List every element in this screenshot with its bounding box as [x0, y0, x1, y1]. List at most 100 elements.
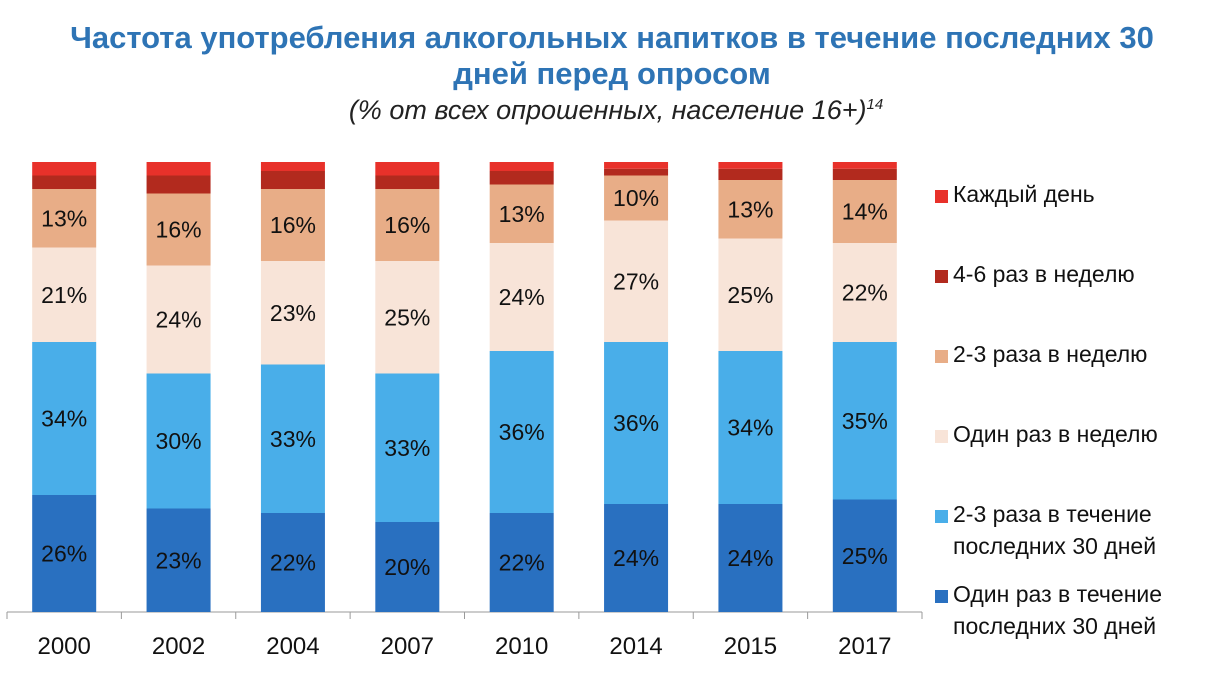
bar-segment — [604, 504, 669, 612]
subtitle-text: (% от всех опрошенных, население 16+) — [348, 95, 867, 125]
bar-segment — [375, 189, 440, 261]
bar-segment — [375, 373, 440, 522]
legend-label: Один раз в неделю — [953, 421, 1158, 447]
bar-segment — [32, 189, 97, 248]
bar-segment — [375, 162, 440, 176]
legend-swatch — [935, 270, 948, 283]
legend-swatch — [935, 510, 948, 523]
bar-segment — [146, 175, 211, 194]
x-tick-label: 2000 — [37, 633, 90, 660]
legend-label: 4-6 раз в неделю — [953, 261, 1135, 287]
data-label: 34% — [727, 415, 773, 441]
bar-segment — [146, 162, 211, 176]
x-tick-label: 2007 — [381, 633, 434, 660]
bar-segment — [718, 162, 783, 169]
data-label: 24% — [613, 545, 659, 571]
bar-segment — [489, 184, 554, 243]
bar-segment — [32, 175, 97, 189]
bar-segment — [718, 351, 783, 504]
bar-segment — [832, 168, 897, 180]
chart-subtitle: (% от всех опрошенных, население 16+)14 — [0, 95, 1224, 126]
legend-label: 2-3 раза в течение последних 30 дней — [953, 501, 1157, 559]
bar-segment — [832, 499, 897, 612]
bar-segment — [832, 162, 897, 169]
bar-segment — [604, 220, 669, 342]
legend-swatch — [935, 590, 948, 603]
bar-segment — [489, 162, 554, 171]
bar-segment — [604, 168, 669, 176]
legend-label: Каждый день — [953, 181, 1095, 207]
data-label: 21% — [41, 282, 87, 308]
x-tick-label: 2004 — [266, 633, 319, 660]
legend-swatch — [935, 430, 948, 443]
bar-segment — [604, 175, 669, 221]
title-block: Частота употребления алкогольных напитко… — [0, 20, 1224, 126]
data-label: 22% — [270, 550, 316, 576]
data-label: 22% — [499, 550, 545, 576]
data-label: 13% — [41, 205, 87, 231]
bar-segment — [146, 265, 211, 374]
bar-segment — [260, 364, 325, 513]
data-label: 23% — [270, 300, 316, 326]
subtitle-footnote: 14 — [866, 96, 884, 113]
data-label: 36% — [613, 410, 659, 436]
data-label: 20% — [384, 554, 430, 580]
data-label: 25% — [842, 543, 888, 569]
bar-segment — [489, 513, 554, 612]
data-label: 24% — [727, 545, 773, 571]
data-label: 30% — [156, 428, 202, 454]
data-label: 13% — [499, 201, 545, 227]
data-label: 23% — [156, 547, 202, 573]
bar-segment — [260, 261, 325, 365]
bar-segment — [718, 168, 783, 180]
data-label: 24% — [499, 284, 545, 310]
legend-label: Один раз в течение последних 30 дней — [953, 581, 1163, 639]
bar-segment — [718, 180, 783, 239]
bar-segment — [146, 508, 211, 612]
chart-title: Частота употребления алкогольных напитко… — [70, 20, 1154, 91]
data-label: 25% — [727, 282, 773, 308]
bar-segment — [260, 171, 325, 189]
bar-segment — [375, 261, 440, 374]
legend-swatch — [935, 190, 948, 203]
x-tick-label: 2010 — [495, 633, 548, 660]
x-tick-label: 2002 — [152, 633, 205, 660]
bar-segment — [32, 495, 97, 612]
legend-swatch — [935, 350, 948, 363]
data-label: 24% — [156, 307, 202, 333]
data-label: 25% — [384, 304, 430, 330]
x-tick-label: 2017 — [838, 633, 891, 660]
bar-segment — [832, 243, 897, 342]
bar-segment — [260, 162, 325, 171]
data-label: 22% — [842, 280, 888, 306]
bar-segment — [32, 247, 97, 342]
bar-segment — [32, 162, 97, 176]
bar-segment — [718, 504, 783, 612]
bar-segment — [489, 171, 554, 185]
data-label: 16% — [384, 212, 430, 238]
bar-segment — [375, 522, 440, 612]
bar-segment — [32, 342, 97, 495]
bar-segment — [146, 193, 211, 266]
data-label: 36% — [499, 419, 545, 445]
data-label: 33% — [384, 435, 430, 461]
bar-segment — [489, 351, 554, 513]
bar-segment — [375, 175, 440, 189]
bar-segment — [832, 342, 897, 500]
bar-segment — [832, 180, 897, 243]
data-label: 16% — [156, 217, 202, 243]
legend-label: 2-3 раза в неделю — [953, 341, 1148, 367]
data-label: 33% — [270, 426, 316, 452]
data-label: 35% — [842, 408, 888, 434]
bar-segment — [604, 342, 669, 504]
bar-segment — [604, 162, 669, 169]
x-tick-label: 2014 — [609, 633, 662, 660]
x-tick-label: 2015 — [724, 633, 777, 660]
data-label: 10% — [613, 185, 659, 211]
bar-segment — [146, 373, 211, 509]
data-label: 34% — [41, 406, 87, 432]
data-label: 14% — [842, 199, 888, 225]
data-label: 26% — [41, 541, 87, 567]
bar-segment — [489, 243, 554, 351]
